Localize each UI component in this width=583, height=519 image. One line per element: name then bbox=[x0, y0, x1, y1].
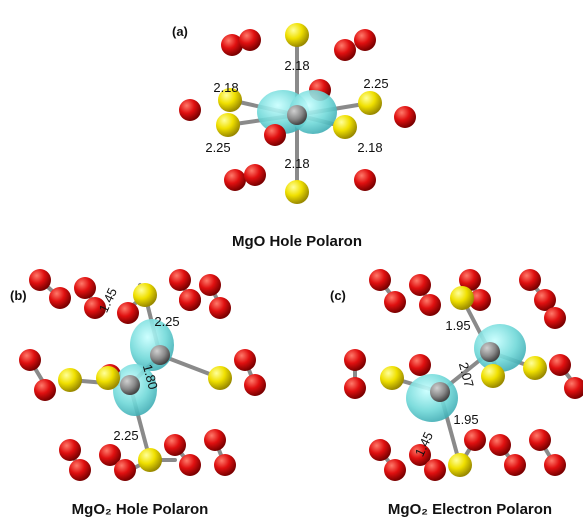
bond-label: 1.45 bbox=[412, 429, 436, 458]
bond-label: 1.95 bbox=[453, 412, 478, 427]
anion-atom bbox=[481, 364, 505, 388]
anion-atom bbox=[333, 115, 357, 139]
anion-atom bbox=[58, 368, 82, 392]
bond-label: 2.25 bbox=[113, 428, 138, 443]
oxygen-atom bbox=[464, 429, 486, 451]
oxygen-atom bbox=[519, 269, 541, 291]
oxygen-atom bbox=[84, 297, 106, 319]
oxygen-atom bbox=[534, 289, 556, 311]
bond-label: 2.25 bbox=[205, 140, 230, 155]
oxygen-atom bbox=[409, 354, 431, 376]
anion-atom bbox=[133, 283, 157, 307]
atoms bbox=[19, 23, 583, 481]
bond-label: 2.18 bbox=[284, 156, 309, 171]
oxygen-atom bbox=[214, 454, 236, 476]
oxygen-atom bbox=[209, 297, 231, 319]
caption: MgO₂ Electron Polaron bbox=[388, 501, 552, 518]
bond-label: 2.07 bbox=[456, 361, 477, 389]
bond-label: 1.45 bbox=[96, 285, 120, 314]
metal-atom bbox=[480, 342, 500, 362]
anion-atom bbox=[138, 448, 162, 472]
oxygen-atom bbox=[354, 169, 376, 191]
oxygen-atom bbox=[344, 377, 366, 399]
oxygen-atom bbox=[334, 39, 356, 61]
oxygen-atom bbox=[239, 29, 261, 51]
bond-label: 2.25 bbox=[154, 314, 179, 329]
oxygen-atom bbox=[221, 34, 243, 56]
oxygen-atom bbox=[19, 349, 41, 371]
anion-atom bbox=[96, 366, 120, 390]
oxygen-atom bbox=[114, 459, 136, 481]
oxygen-atom bbox=[244, 374, 266, 396]
anion-atom bbox=[448, 453, 472, 477]
oxygen-atom bbox=[34, 379, 56, 401]
anion-atom bbox=[208, 366, 232, 390]
anion-atom bbox=[285, 23, 309, 47]
oxygen-atom bbox=[29, 269, 51, 291]
oxygen-atom bbox=[544, 307, 566, 329]
bond-label: 2.18 bbox=[213, 80, 238, 95]
oxygen-atom bbox=[69, 459, 91, 481]
oxygen-atom bbox=[369, 269, 391, 291]
bond-label: 2.25 bbox=[363, 76, 388, 91]
metal-atom bbox=[430, 382, 450, 402]
caption: MgO Hole Polaron bbox=[232, 233, 362, 250]
bond-label: 1.95 bbox=[445, 318, 470, 333]
oxygen-atom bbox=[59, 439, 81, 461]
oxygen-atom bbox=[199, 274, 221, 296]
caption: MgO₂ Hole Polaron bbox=[72, 501, 209, 518]
bond-label: 2.18 bbox=[284, 58, 309, 73]
anion-atom bbox=[218, 88, 242, 112]
oxygen-atom bbox=[384, 459, 406, 481]
oxygen-atom bbox=[169, 269, 191, 291]
oxygen-atom bbox=[564, 377, 583, 399]
oxygen-atom bbox=[179, 289, 201, 311]
oxygen-atom bbox=[369, 439, 391, 461]
oxygen-atom bbox=[244, 164, 266, 186]
metal-atom bbox=[150, 345, 170, 365]
panel-label: (b) bbox=[10, 288, 27, 303]
oxygen-atom bbox=[424, 459, 446, 481]
oxygen-atom bbox=[224, 169, 246, 191]
oxygen-atom bbox=[469, 289, 491, 311]
oxygen-atom bbox=[354, 29, 376, 51]
anion-atom bbox=[380, 366, 404, 390]
panel-label: (c) bbox=[330, 288, 346, 303]
oxygen-atom bbox=[117, 302, 139, 324]
oxygen-atom bbox=[409, 274, 431, 296]
panel-label: (a) bbox=[172, 24, 188, 39]
oxygen-atom bbox=[504, 454, 526, 476]
metal-atom bbox=[287, 105, 307, 125]
oxygen-atom bbox=[179, 99, 201, 121]
oxygen-atom bbox=[549, 354, 571, 376]
oxygen-atom bbox=[544, 454, 566, 476]
oxygen-atom bbox=[419, 294, 441, 316]
anion-atom bbox=[285, 180, 309, 204]
oxygen-atom bbox=[74, 277, 96, 299]
anion-atom bbox=[358, 91, 382, 115]
bond-label: 1.80 bbox=[140, 363, 161, 391]
anion-atom bbox=[523, 356, 547, 380]
anion-atom bbox=[216, 113, 240, 137]
oxygen-atom bbox=[164, 434, 186, 456]
oxygen-atom bbox=[264, 124, 286, 146]
oxygen-atom bbox=[394, 106, 416, 128]
oxygen-atom bbox=[234, 349, 256, 371]
oxygen-atom bbox=[489, 434, 511, 456]
oxygen-atom bbox=[409, 444, 431, 466]
oxygen-atom bbox=[179, 454, 201, 476]
bond-label: 2.18 bbox=[357, 140, 382, 155]
oxygen-atom bbox=[384, 291, 406, 313]
oxygen-atom bbox=[204, 429, 226, 451]
anion-atom bbox=[450, 286, 474, 310]
oxygen-atom bbox=[529, 429, 551, 451]
metal-atom bbox=[120, 375, 140, 395]
oxygen-atom bbox=[344, 349, 366, 371]
oxygen-atom bbox=[99, 444, 121, 466]
oxygen-atom bbox=[459, 269, 481, 291]
oxygen-atom bbox=[49, 287, 71, 309]
